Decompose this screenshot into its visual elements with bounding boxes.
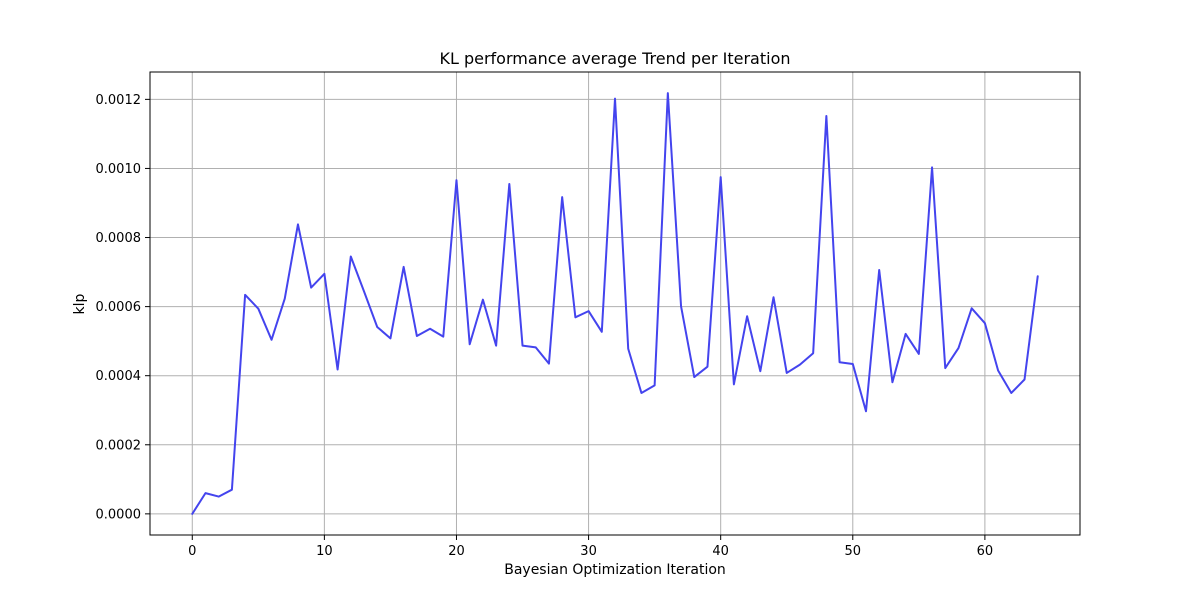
y-axis-label: klp — [72, 293, 88, 314]
y-tick-label: 0.0002 — [96, 438, 142, 453]
y-tick-label: 0.0000 — [96, 507, 142, 522]
x-tick-label: 30 — [580, 544, 597, 559]
y-tick-label: 0.0006 — [96, 300, 142, 315]
x-tick-label: 60 — [977, 544, 994, 559]
y-tick-label: 0.0012 — [96, 93, 142, 108]
x-tick-label: 50 — [845, 544, 862, 559]
series-layer — [191, 92, 1039, 515]
x-tick-label: 20 — [448, 544, 465, 559]
y-axis-ticks: 0.0000 0.0002 0.0004 0.0006 0.0008 0.0010 0.00… — [96, 93, 150, 522]
y-tick-label: 0.0008 — [96, 231, 142, 246]
y-tick-label: 0.0004 — [96, 369, 142, 384]
chart-title: KL performance average Trend per Iterati… — [439, 49, 790, 68]
x-tick-label: 0 — [188, 544, 196, 559]
x-axis-ticks: 0 10 20 30 40 50 60 — [188, 535, 993, 559]
x-axis-label: Bayesian Optimization Iteration — [504, 562, 726, 578]
x-tick-label: 10 — [316, 544, 333, 559]
x-tick-label: 40 — [712, 544, 729, 559]
plot-frame — [149, 71, 1081, 536]
y-tick-label: 0.0010 — [96, 162, 142, 177]
series-line — [191, 92, 1039, 515]
